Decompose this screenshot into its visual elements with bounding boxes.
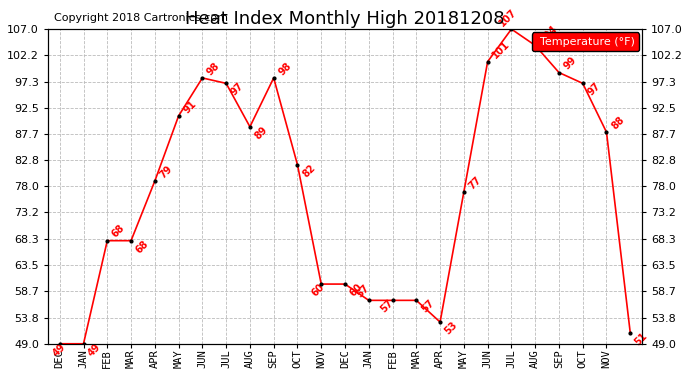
Text: 107: 107 <box>497 7 519 28</box>
Text: 77: 77 <box>466 174 483 191</box>
Text: 82: 82 <box>300 162 317 179</box>
Text: 91: 91 <box>181 99 198 115</box>
Text: 68: 68 <box>110 223 127 240</box>
Text: 57: 57 <box>379 298 395 315</box>
Text: 79: 79 <box>157 164 174 180</box>
Text: 99: 99 <box>562 55 578 72</box>
Title: Heat Index Monthly High 20181208: Heat Index Monthly High 20181208 <box>185 9 505 27</box>
Text: 49: 49 <box>86 342 103 358</box>
Legend: Temperature (°F): Temperature (°F) <box>532 33 639 51</box>
Text: 57: 57 <box>355 283 371 300</box>
Text: 60: 60 <box>348 282 364 298</box>
Text: 104: 104 <box>538 23 560 45</box>
Text: 97: 97 <box>586 81 602 98</box>
Text: 51: 51 <box>633 331 650 347</box>
Text: 57: 57 <box>419 298 435 315</box>
Text: 97: 97 <box>229 81 246 98</box>
Text: 89: 89 <box>253 124 269 141</box>
Text: 101: 101 <box>491 39 512 61</box>
Text: 68: 68 <box>134 238 150 255</box>
Text: 98: 98 <box>205 60 222 77</box>
Text: 98: 98 <box>277 60 293 77</box>
Text: 53: 53 <box>443 320 460 336</box>
Text: 49: 49 <box>51 342 68 358</box>
Text: Copyright 2018 Cartronics.com: Copyright 2018 Cartronics.com <box>54 13 228 23</box>
Text: 88: 88 <box>609 115 626 131</box>
Text: 60: 60 <box>310 282 327 298</box>
